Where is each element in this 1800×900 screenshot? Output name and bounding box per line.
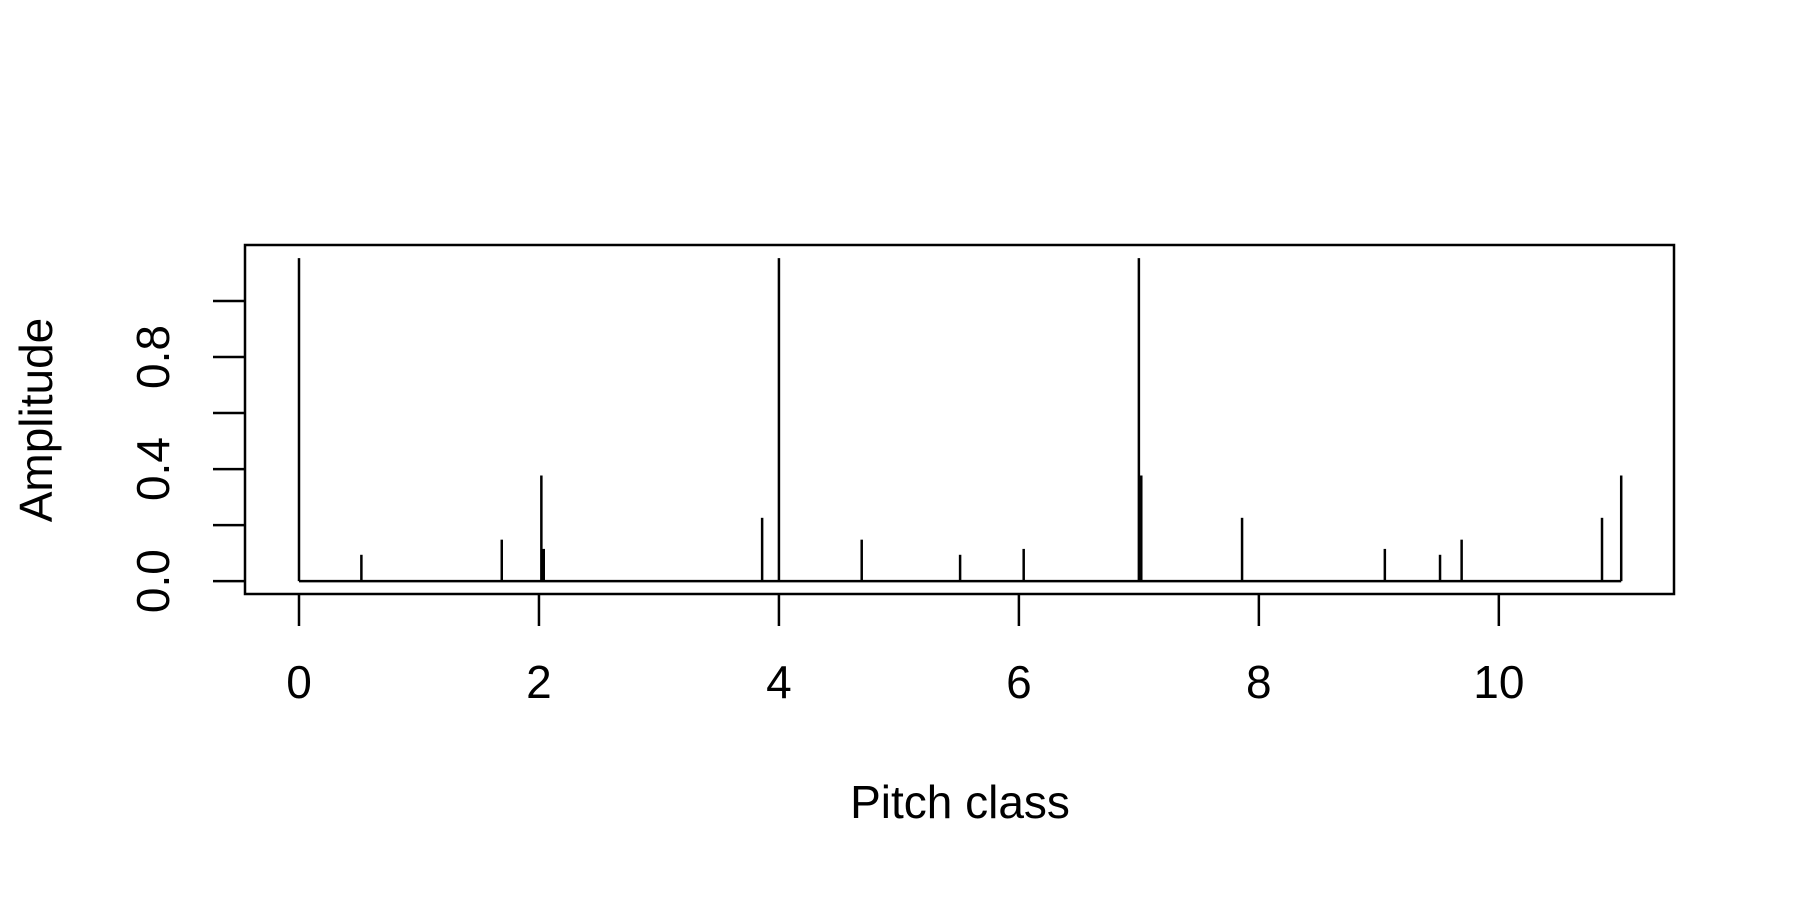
x-tick-label: 10 — [1473, 656, 1524, 708]
x-axis-title: Pitch class — [850, 776, 1070, 828]
x-tick-label: 0 — [286, 656, 312, 708]
y-axis-title: Amplitude — [10, 318, 62, 523]
y-tick-label: 0.8 — [127, 325, 179, 389]
plot-frame — [243, 243, 1676, 596]
x-tick-label: 2 — [526, 656, 552, 708]
y-tick-label: 0.0 — [127, 549, 179, 613]
y-tick-label: 0.4 — [127, 437, 179, 501]
x-tick-label: 4 — [766, 656, 792, 708]
x-tick-label: 8 — [1246, 656, 1272, 708]
x-tick-label: 6 — [1006, 656, 1032, 708]
